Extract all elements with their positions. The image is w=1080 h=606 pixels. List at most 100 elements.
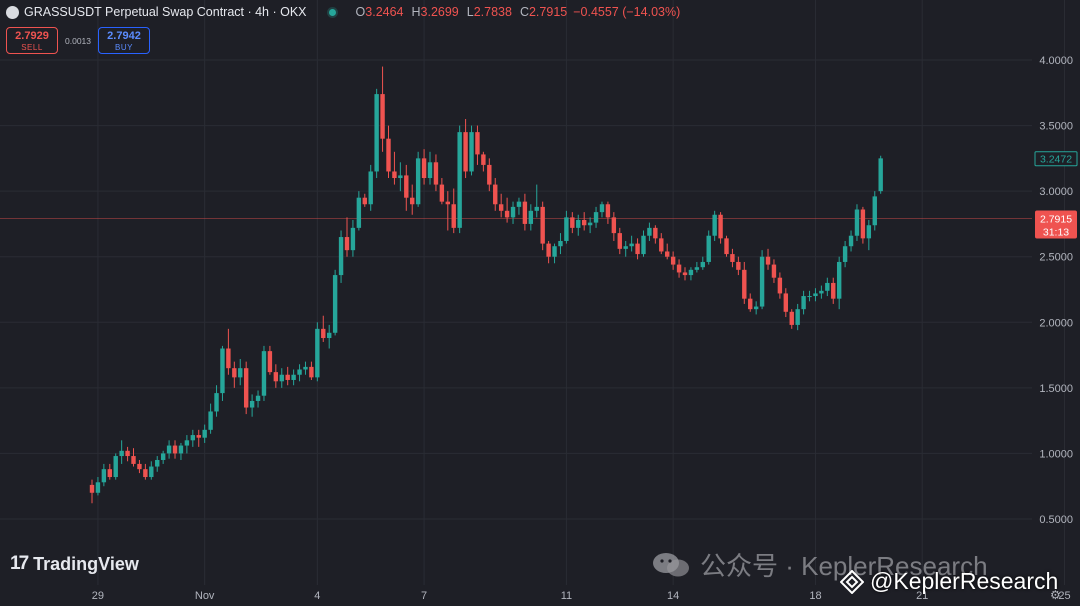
candle-body [765,256,771,265]
candle-body [356,197,362,228]
candle-body [475,132,480,155]
candle-body [469,132,474,172]
candle-body [410,197,415,205]
candle-body [273,372,279,382]
candle-body [214,393,219,412]
candle-body [498,204,504,211]
x-tick-label: 25 [1058,590,1070,602]
candle-body [617,233,622,249]
candle-body [564,217,569,241]
close-value: 2.7915 [528,5,568,19]
candle-body [374,94,379,172]
candle-body [451,204,456,228]
candle-body [338,237,344,276]
high-value: 3.2699 [420,5,459,19]
candle-body [641,235,646,255]
candle-body [160,453,166,460]
candle-body [866,225,872,239]
candle-body [676,264,682,273]
candle-body [670,256,676,265]
tradingview-logo-text: TradingView [33,553,139,574]
candle-body [730,254,735,262]
candle-body [172,445,178,454]
candle-body [552,246,557,257]
candle-body [439,184,445,202]
candle-body [149,466,154,478]
candle-body [706,235,711,262]
candle-body [623,246,628,249]
candle-body [789,311,794,325]
candle-body [599,204,605,213]
countdown-label: 31:13 [1043,226,1069,238]
tradingview-mark-icon: 17 [10,553,29,574]
buy-button[interactable]: 2.7942 BUY [98,27,150,54]
candle-body [807,296,812,298]
x-tick-label: 18 [809,590,821,602]
candle-body [777,277,783,294]
prev-close-label: 3.2472 [1040,154,1072,166]
candle-body [297,369,302,375]
candle-body [166,445,172,454]
candle-body [202,429,207,438]
x-tick-label: 14 [667,590,679,602]
last-price-label: 2.7915 [1040,213,1072,225]
change-value: −0.4557 (−14.03%) [573,5,681,19]
candle-body [659,238,664,252]
candle-body [350,227,356,251]
candle-body [184,440,190,446]
candle-body [688,269,694,276]
candle-body [404,175,409,198]
x-tick-label: 29 [92,590,104,602]
candle-body [321,328,326,339]
candle-body [759,256,765,307]
candle-body [742,269,747,299]
candle-body [481,154,486,165]
candle-body [771,264,777,278]
sell-price: 2.7929 [15,30,49,42]
candle-body [95,482,101,493]
candle-body [220,348,225,394]
candle-body [327,332,332,339]
candle-body [540,206,545,244]
candle-body [860,209,866,239]
tradingview-logo[interactable]: 17 TradingView [10,553,139,575]
chart-header: GRASSUSDT Perpetual Swap Contract · 4h ·… [6,4,686,20]
candle-body [534,206,539,211]
open-label: O [355,5,366,19]
high-label: H [411,5,421,19]
candle-body [125,450,130,457]
candle-body [546,243,551,257]
candle-body [415,158,421,205]
candle-body [831,282,836,299]
candle-body [493,184,498,205]
candle-body [570,217,575,228]
symbol-title[interactable]: GRASSUSDT Perpetual Swap Contract · 4h ·… [24,5,307,19]
gear-icon[interactable]: ⚙ [1050,588,1061,602]
wechat-watermark-text: 公众号 · KeplerResearch [700,551,988,581]
candle-body [190,435,196,441]
candle-body [783,293,789,312]
candle-body [119,450,124,457]
candle-body [362,197,367,205]
candle-body [285,374,290,380]
candle-body [819,290,824,294]
candle-body [89,484,95,493]
candle-body [700,261,705,268]
candle-body [386,138,391,172]
candle-body [226,348,231,369]
candle-body [635,243,640,255]
wechat-icon [653,552,689,576]
candle-body [344,237,350,251]
candle-body [665,251,670,257]
sell-button[interactable]: 2.7929 SELL [6,27,58,54]
candle-body [848,235,854,247]
candle-body [421,158,427,179]
y-tick-label: 2.0000 [1039,317,1073,329]
close-label: C [519,5,529,19]
candle-body [504,210,510,218]
candle-body [647,227,652,236]
candle-body [795,309,800,325]
candle-body [433,162,439,185]
